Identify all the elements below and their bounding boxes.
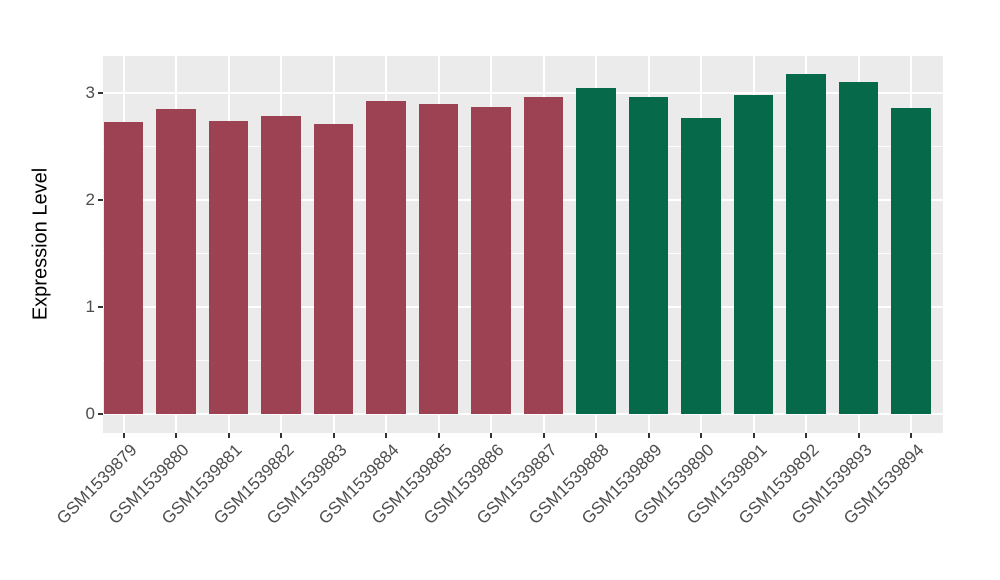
bar-GSM1539879 [103,121,144,415]
x-tick-mark [385,433,387,438]
bar-GSM1539894 [891,107,931,415]
bar-GSM1539888 [576,88,616,415]
x-tick-mark [122,433,125,438]
bar-GSM1539889 [628,96,669,415]
bar-GSM1539883 [313,123,354,415]
x-tick-mark [647,433,650,438]
bar-GSM1539882 [261,116,301,415]
x-tick-mark [280,433,282,438]
x-tick-mark [175,433,177,438]
gridline-major-horizontal [103,198,943,201]
y-tick-label: 3 [85,82,95,102]
x-tick-mark [910,433,912,438]
y-tick-label: 2 [85,190,95,210]
x-tick-mark [490,433,492,438]
x-tick-mark [595,433,597,438]
x-tick-mark [542,433,545,438]
gridline-major-horizontal [103,413,943,416]
y-tick-label: 1 [85,297,95,317]
y-tick-mark [98,198,103,201]
gridline-minor-horizontal [103,360,943,362]
y-tick-mark [98,306,103,309]
bar-GSM1539881 [208,120,249,415]
gridline-minor-horizontal [103,253,943,254]
x-tick-mark [227,433,230,438]
bar-GSM1539887 [523,96,564,415]
y-tick-mark [98,91,103,94]
y-axis-title: Expression Level [29,167,52,321]
plot-panel [103,56,943,433]
gridline-minor-horizontal [103,145,943,147]
bar-GSM1539892 [786,74,826,415]
x-tick-mark [752,433,755,438]
bar-GSM1539885 [418,104,459,415]
gridline-major-horizontal [103,306,943,309]
bar-GSM1539890 [681,118,721,415]
x-tick-mark [332,433,335,438]
bar-GSM1539891 [733,94,774,415]
x-tick-mark [437,433,440,438]
bar-GSM1539884 [366,101,406,415]
bar-GSM1539880 [156,108,196,415]
y-tick-label: 0 [85,404,95,424]
y-tick-mark [98,413,103,416]
gridline-major-horizontal [103,91,943,94]
x-tick-mark [805,433,807,438]
bar-GSM1539893 [838,81,879,415]
x-tick-mark [700,433,702,438]
x-tick-mark [857,433,860,438]
bar-GSM1539886 [471,106,511,415]
